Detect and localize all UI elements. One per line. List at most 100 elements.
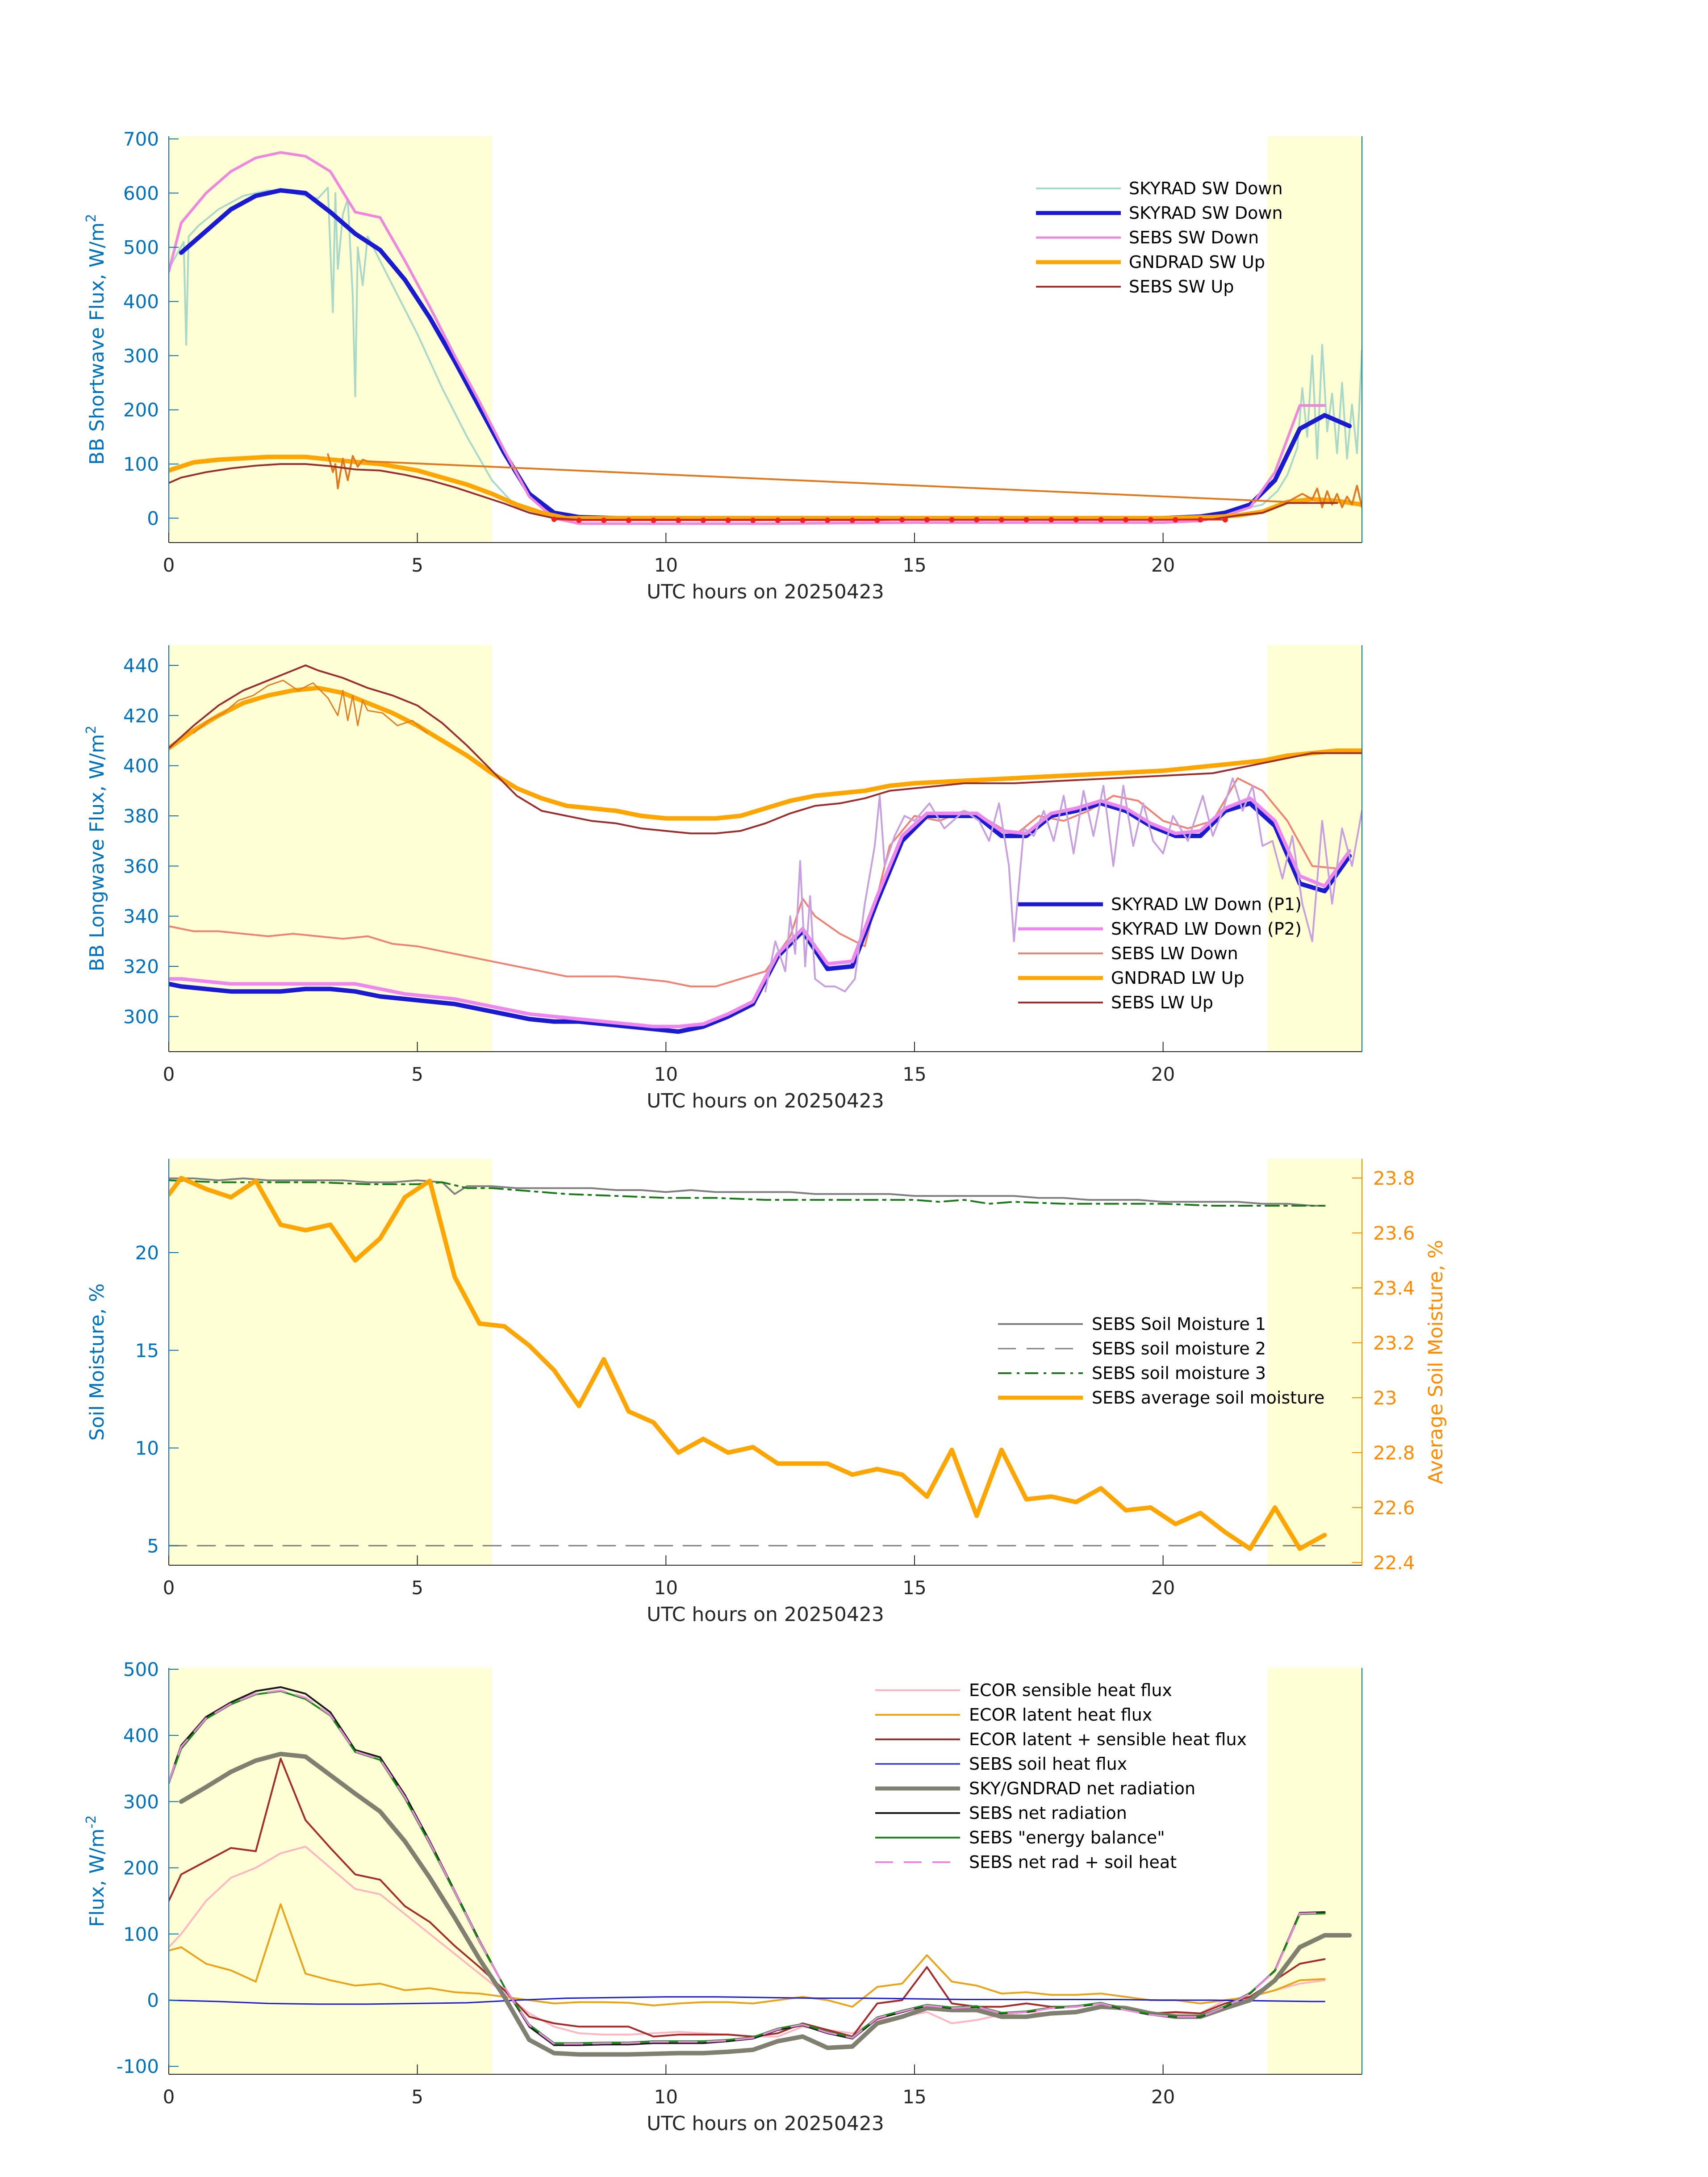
x-tick-label: 5 xyxy=(411,1063,423,1085)
series-marker xyxy=(1148,517,1153,523)
series-marker xyxy=(601,518,607,523)
x-tick-label: 20 xyxy=(1151,2086,1175,2108)
shortwave-flux-panel: 0 5 10 15 20 UTC hours on 20250423 0 100 200 300 4… xyxy=(84,128,1362,603)
x-axis-label: UTC hours on 20250423 xyxy=(647,1603,884,1626)
series-line-3 xyxy=(169,1996,1325,2005)
y-tick-label: 300 xyxy=(123,1791,159,1813)
series-group xyxy=(169,1176,1327,1551)
series-marker xyxy=(899,517,905,523)
y-tick-label: 200 xyxy=(123,399,159,421)
x-tick-label: 0 xyxy=(163,554,175,576)
series-marker xyxy=(551,516,557,522)
legend-label: SKYRAD LW Down (P2) xyxy=(1111,919,1302,939)
legend-label: ECOR latent + sensible heat flux xyxy=(969,1730,1247,1749)
shaded-region-0 xyxy=(169,1668,492,2074)
y-tick-label: 600 xyxy=(123,182,159,204)
legend-label: SKYRAD SW Down xyxy=(1129,179,1283,198)
x-tick-label: 10 xyxy=(654,2086,678,2108)
legend-label: SEBS LW Up xyxy=(1111,993,1213,1012)
legend-label: SKYRAD SW Down xyxy=(1129,203,1283,223)
shaded-region-1 xyxy=(1267,1159,1362,1565)
legend-label: SEBS "energy balance" xyxy=(969,1828,1165,1847)
series-group xyxy=(169,664,1362,1034)
right-y-tick-label: 23.8 xyxy=(1373,1167,1415,1189)
legend-label: SEBS net radiation xyxy=(969,1803,1127,1823)
series-group xyxy=(169,151,1362,525)
y-tick-label: 5 xyxy=(147,1535,159,1557)
x-tick-label: 20 xyxy=(1151,1063,1175,1085)
y-tick-label: 100 xyxy=(123,1923,159,1945)
series-marker xyxy=(750,518,756,523)
x-tick-label: 5 xyxy=(411,554,423,576)
series-marker xyxy=(1023,517,1029,523)
y-tick-label: 400 xyxy=(123,291,159,313)
y-tick-label: 400 xyxy=(123,1725,159,1747)
x-tick-label: 20 xyxy=(1151,554,1175,576)
series-marker xyxy=(974,517,980,523)
series-line-4 xyxy=(327,453,1362,509)
series-line-4 xyxy=(169,685,1362,821)
legend-label: ECOR latent heat flux xyxy=(969,1705,1152,1725)
series-marker xyxy=(874,518,880,523)
x-tick-label: 0 xyxy=(163,1063,175,1085)
y-axis-label: Flux, W/m-2 xyxy=(84,1815,109,1927)
legend-label: SKY/GNDRAD net radiation xyxy=(969,1779,1195,1798)
series-marker xyxy=(626,518,631,523)
series-marker xyxy=(576,518,582,523)
y-tick-label: 0 xyxy=(147,507,159,529)
legend-label: SEBS soil heat flux xyxy=(969,1754,1127,1774)
series-marker xyxy=(800,518,806,523)
legend-label: ECOR sensible heat flux xyxy=(969,1680,1172,1700)
series-marker xyxy=(825,518,831,523)
legend-label: SEBS soil moisture 2 xyxy=(1092,1339,1266,1358)
series-line-2 xyxy=(169,1179,1326,1207)
series-line-3 xyxy=(169,1176,1327,1551)
y-tick-label: 320 xyxy=(123,956,159,978)
series-group xyxy=(169,1686,1352,2057)
series-line-0 xyxy=(169,1177,1326,1207)
y-axis-label: BB Shortwave Flux, W/m2 xyxy=(84,214,109,465)
y-tick-label: 300 xyxy=(123,345,159,367)
y-tick-label: 0 xyxy=(147,1989,159,2011)
y-axis-label: Soil Moisture, % xyxy=(86,1283,109,1441)
legend-label: SEBS Soil Moisture 1 xyxy=(1092,1314,1266,1334)
series-line-1 xyxy=(169,1903,1326,2008)
right-y-tick-label: 22.6 xyxy=(1373,1497,1415,1519)
y-tick-label: -100 xyxy=(117,2056,159,2077)
x-tick-label: 0 xyxy=(163,2086,175,2108)
y-tick-label: 360 xyxy=(123,855,159,877)
series-line-0 xyxy=(169,777,1338,987)
shaded-region-1 xyxy=(1267,136,1362,543)
legend-label: SEBS net rad + soil heat xyxy=(969,1852,1177,1872)
y-tick-label: 400 xyxy=(123,755,159,777)
x-tick-label: 10 xyxy=(654,1063,678,1085)
x-tick-label: 10 xyxy=(654,554,678,576)
x-tick-label: 15 xyxy=(902,1577,926,1599)
x-tick-label: 15 xyxy=(902,554,926,576)
series-line-5 xyxy=(193,680,428,734)
series-marker xyxy=(949,517,955,523)
x-tick-label: 15 xyxy=(902,2086,926,2108)
x-tick-label: 20 xyxy=(1151,1577,1175,1599)
y-tick-label: 500 xyxy=(123,1659,159,1680)
x-tick-label: 0 xyxy=(163,1577,175,1599)
legend: ECOR sensible heat flux ECOR latent heat … xyxy=(875,1680,1247,1872)
series-marker xyxy=(1048,517,1054,523)
series-line-3 xyxy=(169,455,1362,521)
series-line-6 xyxy=(169,664,1362,835)
y-tick-label: 10 xyxy=(135,1437,159,1459)
y-tick-label: 500 xyxy=(123,237,159,259)
legend-label: GNDRAD SW Up xyxy=(1129,252,1265,272)
y-tick-label: 380 xyxy=(123,805,159,827)
x-tick-label: 15 xyxy=(902,1063,926,1085)
x-axis-label: UTC hours on 20250423 xyxy=(647,1090,884,1112)
x-tick-label: 5 xyxy=(411,2086,423,2108)
x-axis-label: UTC hours on 20250423 xyxy=(647,2112,884,2135)
y-tick-label: 420 xyxy=(123,705,159,727)
series-line-5 xyxy=(169,463,1338,521)
y-tick-label: 15 xyxy=(135,1340,159,1362)
series-marker xyxy=(998,517,1004,523)
longwave-flux-panel: 0 5 10 15 20 UTC hours on 20250423 300 320 340 36… xyxy=(84,645,1362,1112)
x-tick-label: 5 xyxy=(411,1577,423,1599)
